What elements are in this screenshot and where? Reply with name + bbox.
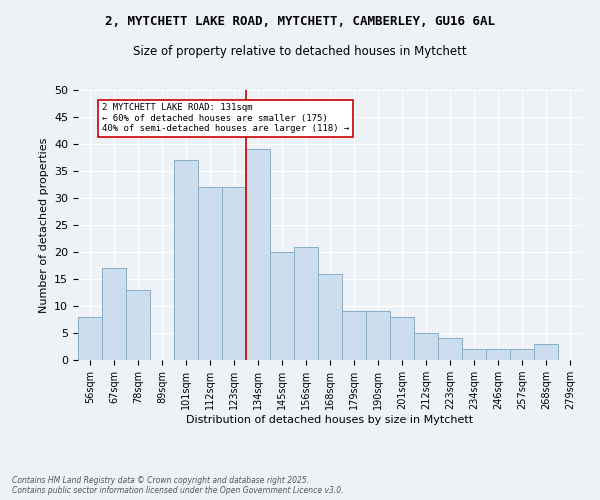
Text: Size of property relative to detached houses in Mytchett: Size of property relative to detached ho… [133, 45, 467, 58]
Text: Contains HM Land Registry data © Crown copyright and database right 2025.
Contai: Contains HM Land Registry data © Crown c… [12, 476, 343, 495]
Bar [78, 317, 102, 360]
Bar [414, 333, 438, 360]
Bar [102, 268, 126, 360]
Bar [198, 187, 222, 360]
Text: 2 MYTCHETT LAKE ROAD: 131sqm
← 60% of detached houses are smaller (175)
40% of s: 2 MYTCHETT LAKE ROAD: 131sqm ← 60% of de… [102, 104, 349, 134]
Bar [126, 290, 150, 360]
Bar [534, 344, 558, 360]
Bar [174, 160, 198, 360]
Bar [486, 349, 510, 360]
Bar [438, 338, 462, 360]
Bar [366, 312, 390, 360]
Bar [222, 187, 246, 360]
Bar [318, 274, 342, 360]
Text: 2, MYTCHETT LAKE ROAD, MYTCHETT, CAMBERLEY, GU16 6AL: 2, MYTCHETT LAKE ROAD, MYTCHETT, CAMBERL… [105, 15, 495, 28]
Bar [294, 246, 318, 360]
Bar [462, 349, 486, 360]
Y-axis label: Number of detached properties: Number of detached properties [38, 138, 49, 312]
Bar [342, 312, 366, 360]
Bar [246, 150, 270, 360]
Bar [270, 252, 294, 360]
X-axis label: Distribution of detached houses by size in Mytchett: Distribution of detached houses by size … [187, 415, 473, 425]
Bar [390, 317, 414, 360]
Bar [510, 349, 534, 360]
